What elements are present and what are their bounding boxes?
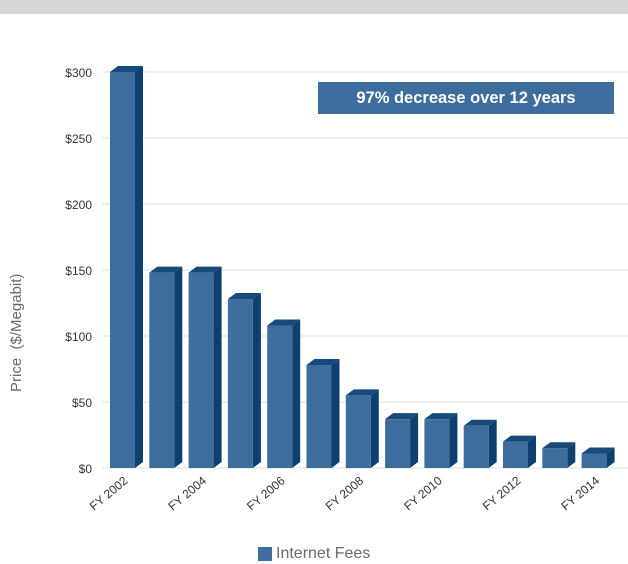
bar-side xyxy=(410,413,419,468)
x-tick-label: FY 2004 xyxy=(165,473,209,513)
bar xyxy=(188,272,214,468)
bar-side xyxy=(292,319,301,468)
y-tick-label: $100 xyxy=(65,330,92,344)
bar xyxy=(385,419,411,468)
legend-swatch xyxy=(258,547,272,561)
bar-top xyxy=(581,447,615,454)
bar xyxy=(110,72,135,468)
bar xyxy=(463,425,489,468)
bar-side xyxy=(370,389,379,468)
y-tick-label: $300 xyxy=(65,66,92,80)
bar-top xyxy=(385,413,419,420)
bar-top xyxy=(227,293,261,300)
bar xyxy=(306,365,332,468)
bar-side xyxy=(528,435,536,468)
bar-side xyxy=(606,447,615,468)
x-tick-label: FY 2008 xyxy=(323,473,367,513)
bar xyxy=(227,299,253,468)
bar xyxy=(149,272,175,468)
x-tick-label: FY 2002 xyxy=(87,473,131,513)
x-tick-label: FY 2012 xyxy=(480,473,524,513)
bar-side xyxy=(449,413,458,468)
bar-side xyxy=(567,442,576,468)
bar-top xyxy=(503,435,536,442)
y-tick-label: $250 xyxy=(65,132,92,146)
y-tick-label: $0 xyxy=(79,462,93,476)
y-tick-label: $200 xyxy=(65,198,92,212)
bar xyxy=(345,395,371,468)
x-tick-label: FY 2010 xyxy=(401,473,445,513)
y-tick-label: $150 xyxy=(65,264,92,278)
top-band xyxy=(0,0,628,14)
bar xyxy=(503,441,528,468)
y-tick-label: $50 xyxy=(72,396,92,410)
bar xyxy=(581,453,607,468)
bar-top xyxy=(188,266,222,273)
bar xyxy=(424,419,450,468)
bar-side xyxy=(252,293,261,468)
bar-side xyxy=(174,266,183,468)
bar-side xyxy=(213,266,222,468)
bar xyxy=(542,448,568,468)
legend-label: Internet Fees xyxy=(276,545,371,562)
legend: Internet Fees xyxy=(258,545,370,563)
bar-top xyxy=(267,319,301,326)
bar-top xyxy=(424,413,458,420)
y-axis-title: Price ($/Megabit) xyxy=(8,273,25,392)
bar-top xyxy=(306,359,340,366)
bar-side xyxy=(488,419,497,468)
bar-side xyxy=(135,66,143,468)
annotation-callout: 97% decrease over 12 years xyxy=(318,82,614,114)
bar-top xyxy=(149,266,183,273)
bar-top xyxy=(542,442,576,449)
bar-top xyxy=(463,419,497,426)
bar-top xyxy=(110,66,143,72)
x-tick-label: FY 2014 xyxy=(558,473,602,513)
bar-side xyxy=(331,359,340,468)
bar xyxy=(267,325,293,468)
x-tick-label: FY 2006 xyxy=(244,473,288,513)
bar-top xyxy=(345,389,379,396)
